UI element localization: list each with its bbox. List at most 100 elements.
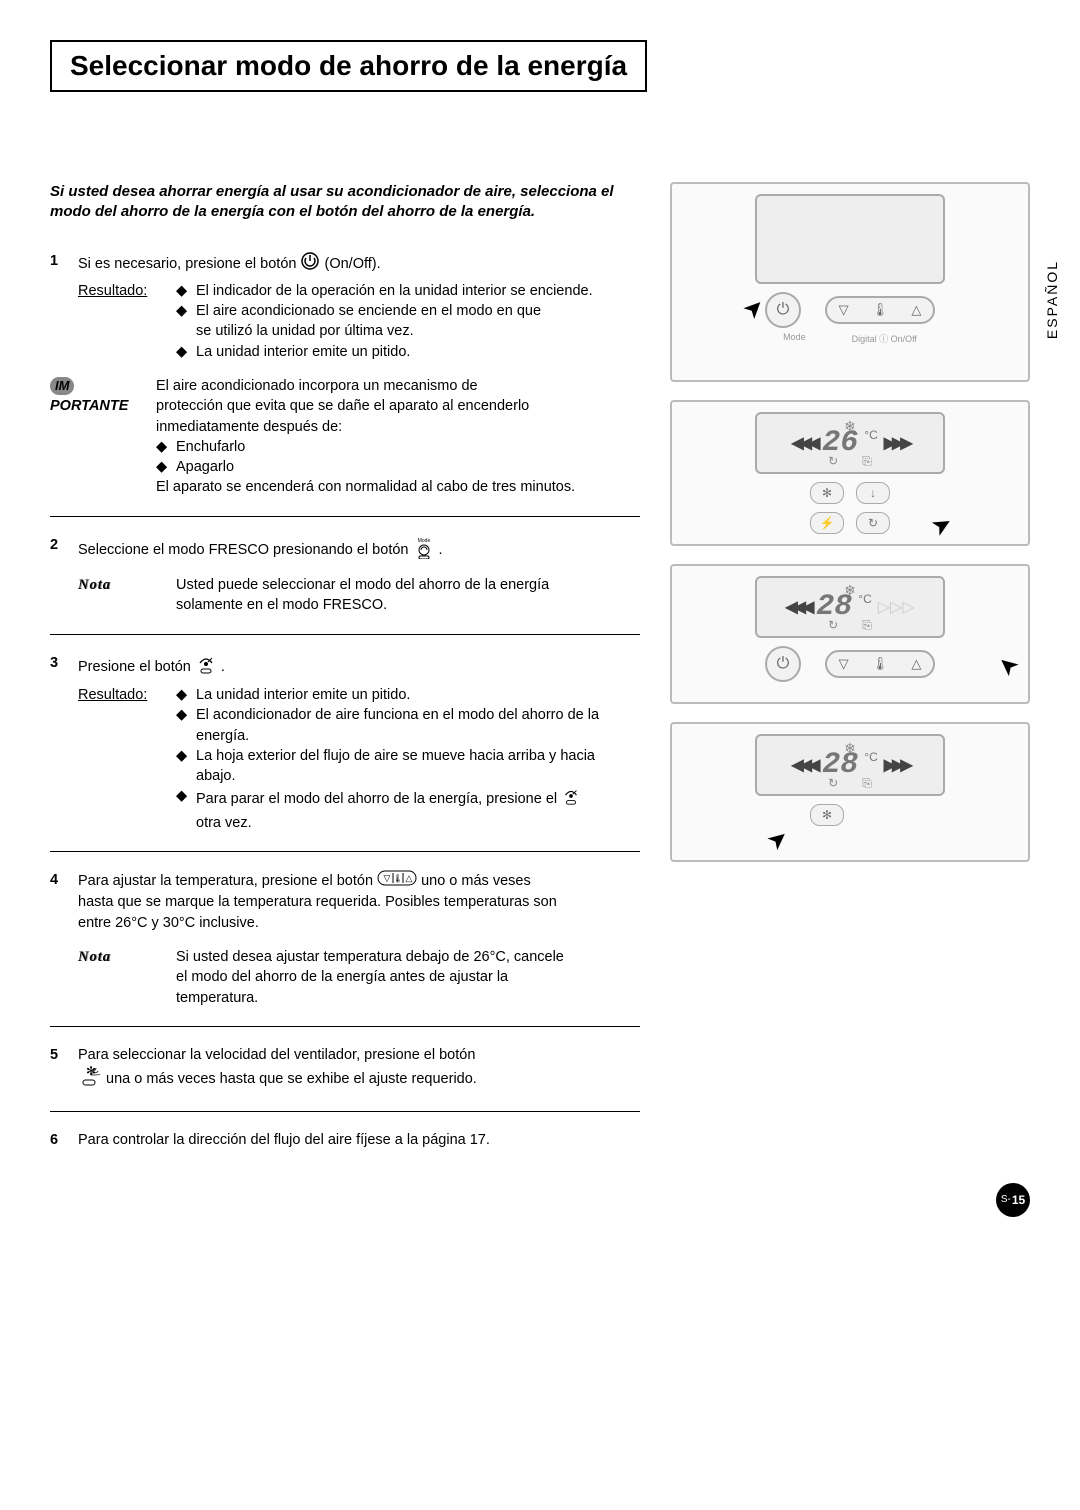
diamond-icon: ◆	[176, 342, 190, 362]
small-button-graphic: ↻	[856, 512, 890, 534]
result-text: La unidad interior emite un pitido.	[196, 342, 410, 362]
power-icon	[300, 251, 320, 277]
nota-text: Si usted desea ajustar temperatura debaj…	[176, 947, 640, 967]
nota-label: Nota	[78, 577, 111, 593]
step-text: Si es necesario, presione el botón	[78, 255, 300, 271]
step-number: 3	[50, 653, 64, 681]
importante-text: El aire acondicionado incorpora un mecan…	[156, 376, 575, 396]
nota-text: Usted puede seleccionar el modo del ahor…	[176, 575, 640, 595]
step-text: Para controlar la dirección del flujo de…	[78, 1130, 490, 1150]
step-3: 3 Presione el botón . Resultado: ◆ La uni…	[50, 653, 640, 852]
device-screen: ❄ ◀◀◀ 28 °C ▶▶▶ ↻⎘	[755, 734, 945, 796]
arrow-left-icon: ◀◀◀	[785, 597, 810, 617]
result-text: El aire acondicionado se enciende en el …	[196, 301, 541, 321]
step-text: Para seleccionar la velocidad del ventil…	[78, 1045, 477, 1065]
importante-text: protección que evita que se dañe el apar…	[156, 396, 575, 416]
step-number: 5	[50, 1045, 64, 1094]
device-figure-4: ❄ ◀◀◀ 28 °C ▶▶▶ ↻⎘ ✻ ➤	[670, 722, 1030, 862]
snowflake-icon: ❄	[844, 418, 856, 435]
step-number: 2	[50, 535, 64, 565]
nota-label: Nota	[78, 949, 111, 965]
diamond-icon: ◆	[156, 457, 170, 477]
step-text: .	[221, 659, 225, 675]
deg-label: °C	[864, 750, 877, 764]
step-2: 2 Seleccione el modo FRESCO presionando …	[50, 535, 640, 635]
arrow-left-icon: ◀◀◀	[791, 433, 816, 453]
small-button-graphic: ⚡	[810, 512, 844, 534]
step-text: Para ajustar la temperatura, presione el…	[78, 873, 377, 889]
importante-badge: IM	[50, 377, 74, 395]
importante-text: Enchufarlo	[176, 437, 245, 457]
language-tab: ESPAÑOL	[1044, 260, 1060, 339]
page-title: Seleccionar modo de ahorro de la energía	[70, 50, 627, 82]
device-illustrations: ⏻ ▽🌡△ Mode Digital ⓘ On/Off ➤ ❄ ◀◀◀ 26 °…	[670, 182, 1030, 1187]
step-5: 5 Para seleccionar la velocidad del vent…	[50, 1045, 640, 1113]
diamond-icon: ◆	[176, 746, 190, 766]
small-button-graphic: ✻	[810, 482, 844, 504]
page-title-box: Seleccionar modo de ahorro de la energía	[50, 40, 647, 92]
device-figure-2: ❄ ◀◀◀ 26 °C ▶▶▶ ↻⎘ ✻ ↓ ⚡ ↻ ➤	[670, 400, 1030, 546]
diamond-icon: ◆	[176, 301, 190, 321]
fan-icon: ✻	[78, 1065, 102, 1093]
nota-text: temperatura.	[176, 988, 640, 1008]
arrow-right-icon: ▷▷▷	[878, 597, 915, 617]
device-screen: ❄ ◀◀◀ 26 °C ▶▶▶ ↻⎘	[755, 412, 945, 474]
importante-text: inmediatamente después de:	[156, 417, 575, 437]
nota-text: solamente en el modo FRESCO.	[176, 595, 640, 615]
energy-save-icon	[561, 786, 581, 812]
resultado-label: Resultado:	[78, 281, 147, 301]
button-label: Digital ⓘ On/Off	[852, 332, 917, 345]
result-text: otra vez.	[196, 813, 640, 833]
step-text: hasta que se marque la temperatura reque…	[78, 892, 557, 912]
mode-icon: Mode	[413, 535, 435, 565]
device-screen	[755, 194, 945, 284]
device-figure-1: ⏻ ▽🌡△ Mode Digital ⓘ On/Off ➤	[670, 182, 1030, 382]
step-text: Presione el botón	[78, 659, 195, 675]
importante-text: El aparato se encenderá con normalidad a…	[156, 477, 575, 497]
result-text: La unidad interior emite un pitido.	[196, 685, 410, 705]
temp-pill-icon: ▽🌡△	[377, 870, 417, 892]
temp-pill-graphic: ▽🌡△	[825, 650, 935, 678]
snowflake-icon: ❄	[844, 582, 856, 599]
arrow-right-icon: ▶▶▶	[884, 755, 909, 775]
result-text: El acondicionador de aire funciona en el…	[196, 705, 599, 725]
importante-text: Apagarlo	[176, 457, 234, 477]
power-button-graphic: ⏻	[765, 646, 801, 682]
arrow-left-icon: ◀◀◀	[791, 755, 816, 775]
result-text: energía.	[196, 726, 640, 746]
result-text: La hoja exterior del flujo de aire se mu…	[196, 746, 595, 766]
step-text: Seleccione el modo FRESCO presionando el…	[78, 542, 413, 558]
step-text: entre 26°C y 30°C inclusive.	[78, 913, 557, 933]
resultado-label: Resultado:	[78, 685, 147, 705]
result-text: Para parar el modo del ahorro de la ener…	[196, 791, 561, 807]
result-text: abajo.	[196, 766, 640, 786]
diamond-icon: ◆	[176, 281, 190, 301]
step-text: .	[439, 542, 443, 558]
step-1: 1 Si es necesario, presione el botón (On…	[50, 251, 640, 517]
step-number: 6	[50, 1130, 64, 1150]
pointer-icon: ➤	[761, 822, 795, 857]
step-text: una o más veces hasta que se exhibe el a…	[106, 1071, 477, 1087]
svg-text:✻: ✻	[86, 1065, 96, 1078]
nota-text: el modo del ahorro de la energía antes d…	[176, 967, 640, 987]
diamond-icon: ◆	[176, 705, 190, 725]
step-6: 6 Para controlar la dirección del flujo …	[50, 1130, 640, 1168]
diamond-icon: ◆	[156, 437, 170, 457]
button-label: Mode	[783, 332, 806, 345]
step-4: 4 Para ajustar la temperatura, presione …	[50, 870, 640, 1027]
page-number: S-15	[996, 1183, 1030, 1217]
small-button-graphic: ↓	[856, 482, 890, 504]
arrow-right-icon: ▶▶▶	[884, 433, 909, 453]
energy-save-icon	[195, 653, 217, 681]
device-screen: ❄ ◀◀◀ 28 °C ▷▷▷ ↻⎘	[755, 576, 945, 638]
svg-text:△: △	[406, 873, 413, 883]
pointer-icon: ➤	[991, 648, 1025, 683]
step-number: 4	[50, 870, 64, 933]
step-text: uno o más veses	[421, 873, 531, 889]
snowflake-icon: ❄	[844, 740, 856, 757]
step-text: (On/Off).	[325, 255, 381, 271]
instructions-column: Si usted desea ahorrar energía al usar s…	[50, 182, 640, 1187]
temp-pill-graphic: ▽🌡△	[825, 296, 935, 324]
deg-label: °C	[864, 428, 877, 442]
result-text: El indicador de la operación en la unida…	[196, 281, 593, 301]
